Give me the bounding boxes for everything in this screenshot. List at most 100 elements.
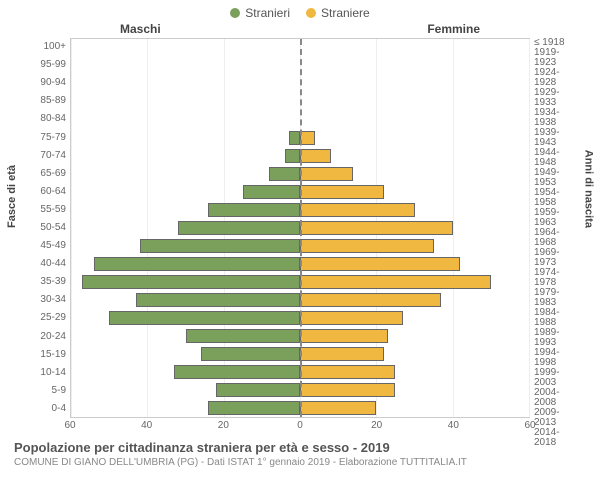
bar-female [300,383,395,397]
bar-male [94,257,300,271]
bar-female [300,293,441,307]
birth-tick: 2004-2008 [534,388,580,408]
birth-tick: 1959-1963 [534,208,580,228]
y-axis-right: ≤ 19181919-19231924-19281929-19331934-19… [530,38,580,418]
age-tick: 95-99 [40,56,66,74]
bar-male [140,239,300,253]
x-tick: 40 [141,420,152,431]
birth-tick: 1989-1993 [534,328,580,348]
bar-male [186,329,301,343]
age-tick: 40-44 [40,255,66,273]
age-tick: 80-84 [40,110,66,128]
birth-tick: 1929-1933 [534,88,580,108]
bar-female [300,149,331,163]
swatch-male [230,8,240,18]
legend-item-male: Stranieri [230,6,290,20]
bar-female [300,329,388,343]
bar-female [300,257,460,271]
chart-subtitle: COMUNE DI GIANO DELL'UMBRIA (PG) - Dati … [14,455,586,468]
bar-female [300,185,384,199]
bar-female [300,203,415,217]
legend-label-male: Stranieri [245,6,290,20]
footer: Popolazione per cittadinanza straniera p… [0,436,600,468]
x-tick: 0 [297,420,303,431]
birth-tick: 1974-1978 [534,268,580,288]
birth-tick: 1924-1928 [534,68,580,88]
age-tick: 20-24 [40,328,66,346]
x-tick: 60 [64,420,75,431]
bar-female [300,221,453,235]
birth-tick: 1964-1968 [534,228,580,248]
x-tick: 40 [448,420,459,431]
center-line [300,39,302,417]
age-tick: 5-9 [52,382,66,400]
chart-area: Fasce di età Anni di nascita 100+95-9990… [20,38,580,418]
y-axis-left: 100+95-9990-9485-8980-8475-7970-7465-696… [20,38,70,418]
bar-female [300,239,434,253]
birth-tick: 1949-1953 [534,168,580,188]
age-tick: 75-79 [40,128,66,146]
x-tick: 60 [524,420,535,431]
birth-tick: 1999-2003 [534,368,580,388]
x-axis: 6040200204060 [70,418,530,436]
age-tick: 45-49 [40,237,66,255]
x-tick: 20 [371,420,382,431]
birth-tick: 1919-1923 [534,48,580,68]
chart-title: Popolazione per cittadinanza straniera p… [14,440,586,455]
y-axis-right-label: Anni di nascita [582,150,594,228]
birth-tick: 1994-1998 [534,348,580,368]
bar-female [300,167,353,181]
y-axis-left-label: Fasce di età [6,165,18,228]
bar-male [201,347,300,361]
bar-male [136,293,300,307]
bar-female [300,365,395,379]
age-tick: 10-14 [40,364,66,382]
age-tick: 0-4 [52,400,66,418]
bar-male [178,221,300,235]
bar-male [208,401,300,415]
age-tick: 85-89 [40,92,66,110]
bar-male [109,311,300,325]
bar-male [285,149,300,163]
legend-label-female: Straniere [321,6,370,20]
age-tick: 35-39 [40,273,66,291]
col-title-female: Femmine [427,22,480,36]
age-tick: 60-64 [40,183,66,201]
bar-female [300,347,384,361]
bar-male [269,167,300,181]
age-tick: 55-59 [40,201,66,219]
age-tick: 65-69 [40,165,66,183]
plot [70,38,530,418]
birth-tick: 1954-1958 [534,188,580,208]
column-titles: Maschi Femmine [0,22,600,38]
bar-male [289,131,300,145]
bar-male [243,185,300,199]
birth-tick: 1944-1948 [534,148,580,168]
x-tick: 20 [218,420,229,431]
birth-tick: 2009-2013 [534,408,580,428]
birth-tick: 1934-1938 [534,108,580,128]
age-tick: 100+ [43,38,66,56]
bar-male [174,365,300,379]
legend-item-female: Straniere [306,6,370,20]
bar-female [300,401,376,415]
bar-female [300,275,491,289]
birth-tick: 1984-1988 [534,308,580,328]
age-tick: 15-19 [40,346,66,364]
birth-tick: 2014-2018 [534,428,580,448]
age-tick: 50-54 [40,219,66,237]
col-title-male: Maschi [120,22,161,36]
swatch-female [306,8,316,18]
bar-male [82,275,300,289]
legend: Stranieri Straniere [0,0,600,22]
age-tick: 25-29 [40,309,66,327]
bar-male [208,203,300,217]
age-tick: 90-94 [40,74,66,92]
age-tick: 30-34 [40,291,66,309]
birth-tick: 1969-1973 [534,248,580,268]
bar-female [300,311,403,325]
birth-tick: 1939-1943 [534,128,580,148]
bar-male [216,383,300,397]
birth-tick: 1979-1983 [534,288,580,308]
age-tick: 70-74 [40,147,66,165]
